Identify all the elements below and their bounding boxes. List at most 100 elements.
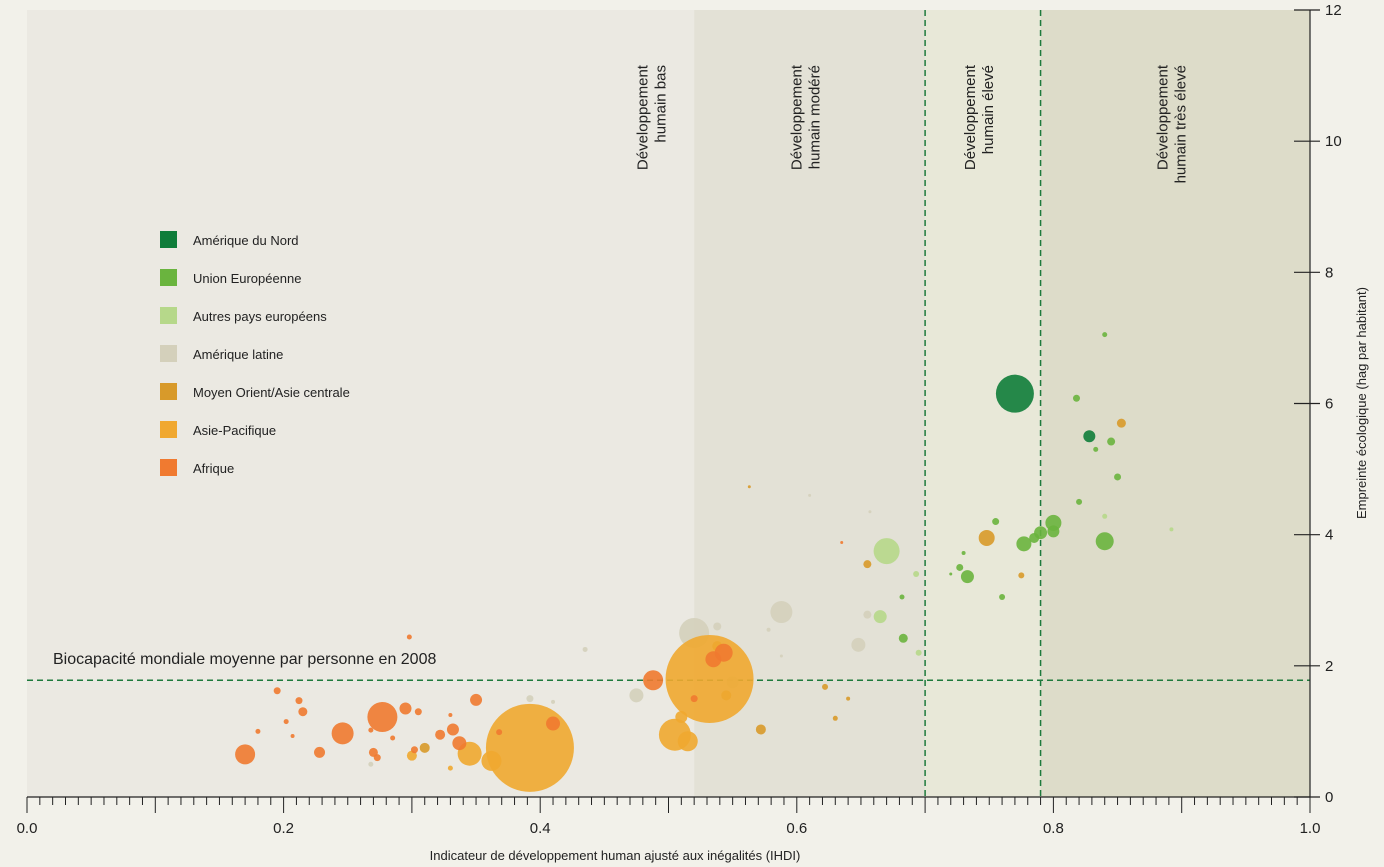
x-tick-label-4: 0.8	[1043, 820, 1064, 837]
point-6-7	[314, 746, 326, 758]
legend-label-6: Afrique	[193, 461, 234, 476]
point-1-9	[1029, 532, 1040, 543]
point-1-11	[1016, 536, 1032, 552]
point-3-3	[863, 610, 872, 619]
point-1-14	[956, 563, 964, 571]
point-6-10	[414, 708, 422, 716]
point-1-12	[992, 518, 1000, 526]
zone-label-1: Développementhumain modéré	[789, 64, 824, 170]
y-tick-label-6: 12	[1325, 2, 1342, 19]
point-6-28	[290, 734, 295, 739]
point-1-10	[1047, 525, 1060, 538]
zone-backgrounds	[27, 10, 1310, 797]
zone-label-line: humain très élevé	[1172, 65, 1189, 183]
legend-label-0: Amérique du Nord	[193, 233, 299, 248]
point-6-20	[690, 695, 698, 703]
point-0-1	[1083, 430, 1096, 443]
point-6-17	[406, 634, 412, 640]
zone-label-line: Développement	[962, 64, 979, 170]
point-6-11	[410, 746, 418, 754]
point-6-18	[546, 716, 561, 731]
point-4-3	[1018, 572, 1025, 579]
point-4-0	[978, 529, 995, 546]
zone-labels: Développementhumain bas Développementhuma…	[635, 64, 1190, 183]
legend-swatch-2	[160, 307, 177, 324]
zone-label-line: humain modéré	[807, 65, 824, 169]
zone-label-line: Développement	[789, 64, 806, 170]
point-6-14	[452, 736, 467, 751]
legend-swatch-1	[160, 269, 177, 286]
legend-swatch-3	[160, 345, 177, 362]
y-tick-label-1: 2	[1325, 658, 1333, 675]
legend-label-2: Autres pays européens	[193, 309, 327, 324]
point-6-25	[390, 735, 396, 741]
legend-swatch-0	[160, 231, 177, 248]
biocapacity-annotation: Biocapacité mondiale moyenne par personn…	[53, 651, 436, 668]
point-3-2	[851, 637, 866, 652]
point-1-0	[1072, 394, 1080, 402]
y-tick-label-0: 0	[1325, 789, 1333, 806]
point-1-3	[1093, 446, 1099, 452]
y-tick-label-5: 10	[1325, 133, 1342, 150]
y-axis-title: Empreinte écologique (hag par habitant)	[1354, 287, 1369, 519]
point-6-5	[295, 697, 303, 705]
point-2-5	[913, 571, 920, 578]
point-6-12	[435, 729, 446, 740]
point-6-19	[643, 670, 664, 691]
point-6-24	[283, 719, 289, 725]
zone-label-line: humain élevé	[980, 65, 997, 154]
x-tick-label-1: 0.2	[273, 820, 294, 837]
point-4-1	[1116, 418, 1126, 428]
x-axis-title: Indicateur de développement human ajusté…	[430, 848, 801, 863]
point-3-11	[808, 493, 812, 497]
point-4-5	[832, 715, 838, 721]
point-4-6	[846, 696, 851, 701]
point-6-9	[373, 754, 381, 762]
point-6-0	[235, 744, 256, 765]
point-6-2	[367, 701, 398, 732]
point-3-8	[582, 646, 588, 652]
y-tick-label-2: 4	[1325, 527, 1333, 544]
point-2-0	[873, 538, 900, 565]
point-3-7	[526, 695, 534, 703]
point-1-1	[1102, 332, 1108, 338]
point-6-22	[714, 643, 733, 662]
point-1-2	[1107, 437, 1116, 446]
zone-label-line: humain bas	[653, 65, 670, 143]
point-6-13	[446, 723, 459, 736]
point-1-18	[898, 633, 908, 643]
point-6-29	[840, 541, 844, 545]
point-0-0	[995, 374, 1034, 413]
point-5-5	[481, 750, 502, 771]
point-3-9	[551, 699, 556, 704]
point-2-2	[915, 649, 922, 656]
point-1-15	[961, 551, 966, 556]
point-1-4	[1114, 473, 1122, 481]
point-5-3	[677, 731, 698, 752]
point-6-4	[273, 687, 281, 695]
point-5-0	[485, 703, 574, 792]
point-3-13	[368, 761, 374, 767]
point-3-5	[629, 688, 644, 703]
point-2-4	[1169, 527, 1174, 532]
point-6-23	[255, 728, 261, 734]
point-3-4	[713, 622, 722, 631]
point-2-3	[1102, 513, 1108, 519]
y-tick-label-4: 8	[1325, 264, 1333, 281]
point-2-1	[873, 610, 887, 624]
legend-label-4: Moyen Orient/Asie centrale	[193, 385, 350, 400]
point-4-2	[863, 560, 872, 569]
point-1-7	[1045, 514, 1062, 531]
point-3-10	[766, 627, 771, 632]
legend-label-5: Asie-Pacifique	[193, 423, 276, 438]
point-1-16	[999, 593, 1006, 600]
point-1-6	[1095, 532, 1114, 551]
point-3-12	[868, 510, 872, 514]
x-tick-label-3: 0.6	[786, 820, 807, 837]
legend: Amérique du Nord Union Européenne Autres p…	[160, 231, 350, 476]
point-4-10	[747, 485, 751, 489]
legend-label-3: Amérique latine	[193, 347, 283, 362]
point-6-1	[331, 722, 354, 745]
y-tick-label-3: 6	[1325, 396, 1333, 413]
